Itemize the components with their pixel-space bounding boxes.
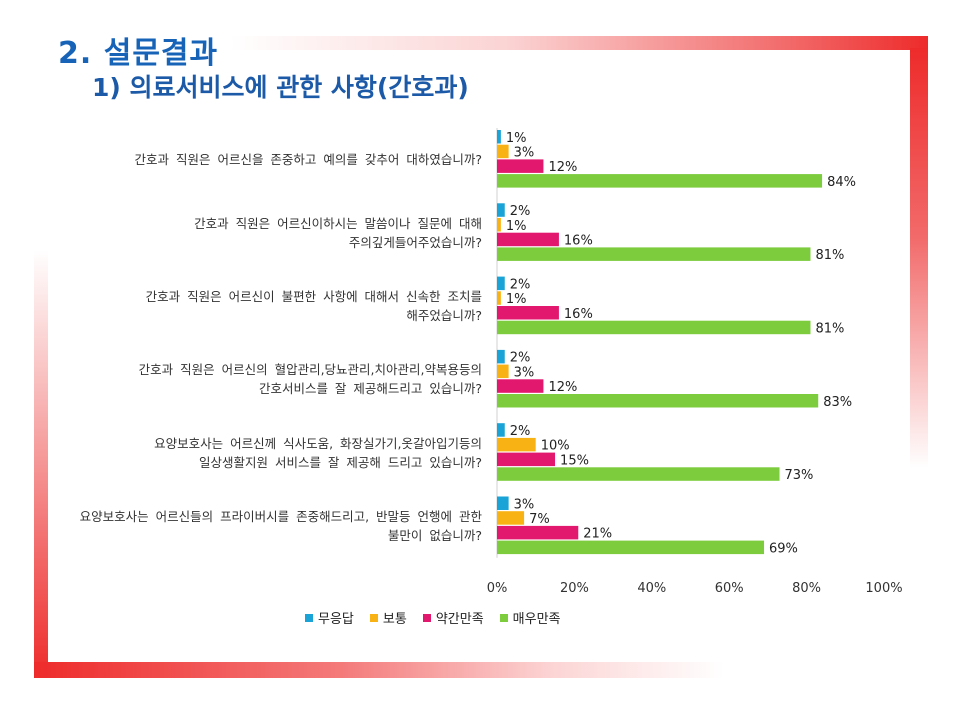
bar-4-6 (497, 540, 765, 555)
bar-4-4 (497, 394, 819, 408)
data-label: 1% (506, 292, 527, 307)
x-tick-label: 0% (487, 581, 508, 596)
legend-item: 매우만족 (499, 608, 561, 627)
legend-swatch (499, 613, 508, 622)
legend-item: 무응답 (305, 608, 354, 627)
bar-4-1 (497, 174, 823, 188)
data-label: 3% (514, 365, 535, 380)
bar-1-5 (497, 423, 505, 437)
bar-3-2 (497, 232, 559, 247)
slide-title: 2. 설문결과 (58, 36, 219, 71)
data-label: 2% (510, 351, 531, 366)
category-label: 요양보호사는 어르신들의 프라이버시를 존중해드리고, 반말등 언행에 관한 불… (79, 508, 482, 543)
data-label: 84% (827, 175, 856, 190)
data-label: 83% (823, 395, 852, 410)
data-label: 1% (506, 131, 527, 146)
category-label: 간호과 직원은 어르신을 존중하고 예의를 갖추어 대하였습니까? (134, 151, 482, 167)
x-tick-label: 60% (715, 581, 744, 596)
bar-2-2 (497, 218, 501, 232)
data-label: 81% (815, 321, 844, 336)
legend-label: 매우만족 (512, 612, 561, 627)
bar-2-1 (497, 144, 509, 159)
bar-4-2 (497, 247, 811, 261)
bar-3-4 (497, 379, 544, 393)
legend-swatch (369, 613, 378, 622)
data-label: 16% (564, 233, 593, 248)
legend-item: 약간만족 (422, 608, 484, 627)
data-label: 10% (541, 439, 570, 454)
slide-subtitle: 1) 의료서비스에 관한 사항(간호과) (92, 73, 469, 102)
data-label: 7% (529, 512, 550, 527)
chart-legend: 무응답 보통 약간만족 매우만족 (305, 608, 561, 627)
category-label: 간호과 직원은 어르신의 혈압관리,당뇨관리,치아관리,약복용등의 간호서비스를… (138, 362, 482, 397)
bar-2-5 (497, 437, 536, 452)
x-tick-label: 100% (865, 581, 902, 596)
data-label: 3% (514, 497, 535, 512)
bar-3-1 (497, 159, 544, 173)
legend-label: 보통 (382, 612, 407, 627)
data-label: 2% (510, 204, 531, 219)
decorative-frame-right (910, 48, 928, 468)
data-label: 21% (583, 527, 612, 542)
legend-item: 보통 (369, 608, 407, 627)
bar-3-6 (497, 525, 579, 540)
x-tick-label: 20% (560, 581, 589, 596)
x-tick-label: 80% (792, 581, 821, 596)
data-label: 15% (560, 453, 589, 468)
data-label: 12% (548, 160, 577, 175)
bar-2-6 (497, 511, 525, 525)
category-label: 간호과 직원은 어르신이하시는 말씀이나 질문에 대해 주의깊게들어주었습니까? (194, 215, 482, 250)
bar-4-5 (497, 467, 780, 481)
data-label: 16% (564, 307, 593, 322)
data-label: 73% (785, 468, 814, 483)
bar-3-3 (497, 306, 559, 320)
data-label: 3% (514, 145, 535, 160)
decorative-frame-top (230, 36, 928, 50)
decorative-frame-left (34, 250, 48, 678)
category-label: 요양보호사는 어르신께 식사도움, 화장실가기,옷갈아입기등의 일상생활지원 서… (154, 435, 482, 470)
legend-swatch (305, 613, 313, 622)
bar-1-6 (497, 496, 509, 510)
data-label: 69% (769, 541, 798, 556)
legend-swatch (422, 613, 431, 622)
bar-3-5 (497, 452, 556, 467)
data-label: 2% (510, 424, 531, 439)
decorative-frame-bottom (34, 662, 724, 678)
data-label: 81% (815, 248, 844, 263)
bar-1-1 (497, 130, 501, 144)
bar-1-2 (497, 203, 505, 217)
x-tick-label: 40% (637, 581, 666, 596)
legend-label: 약간만족 (435, 612, 484, 627)
legend-label: 무응답 (318, 612, 354, 627)
data-label: 2% (510, 277, 531, 292)
data-label: 1% (506, 219, 527, 234)
bar-2-4 (497, 364, 509, 379)
category-label: 간호과 직원은 어르신이 불편한 사항에 대해서 신속한 조치를 해주었습니까? (145, 289, 482, 323)
bar-4-3 (497, 320, 811, 335)
bar-1-3 (497, 276, 505, 291)
data-label: 12% (548, 380, 577, 395)
bar-2-3 (497, 291, 501, 305)
bar-1-4 (497, 349, 505, 364)
